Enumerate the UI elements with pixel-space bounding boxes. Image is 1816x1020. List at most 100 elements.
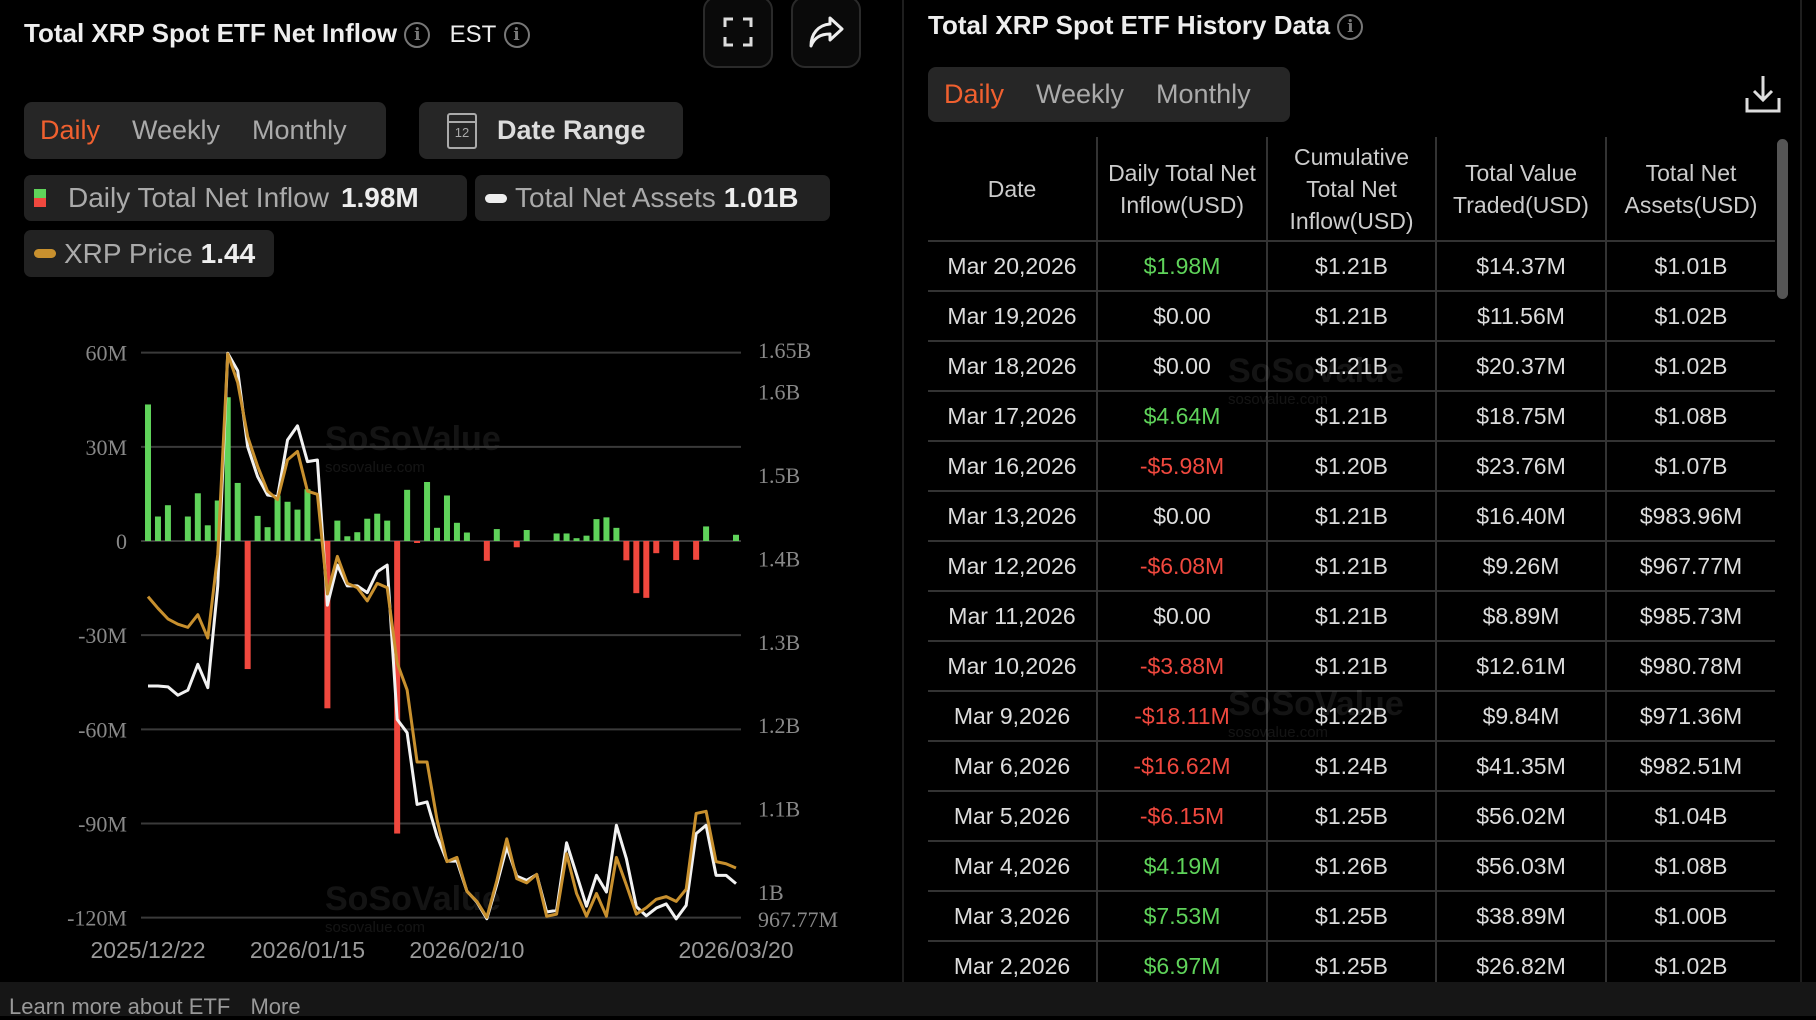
table-cell: Mar 11,2026 bbox=[928, 591, 1098, 642]
inflow-bar bbox=[244, 541, 251, 670]
column-header: Date bbox=[928, 137, 1098, 242]
table-cell: Mar 12,2026 bbox=[928, 541, 1098, 592]
table-cell: -$16.62M bbox=[1097, 741, 1268, 792]
inflow-bar bbox=[344, 536, 351, 541]
table-row[interactable]: Mar 5,2026 -$6.15M $1.25B $56.02M $1.04B bbox=[928, 791, 1775, 842]
table-row[interactable]: Mar 13,2026 $0.00 $1.21B $16.40M $983.96M bbox=[928, 491, 1775, 542]
table-row[interactable]: Mar 3,2026 $7.53M $1.25B $38.89M $1.00B bbox=[928, 891, 1775, 942]
inflow-bar bbox=[254, 515, 261, 541]
table-row[interactable]: Mar 10,2026 -$3.88M $1.21B $12.61M $980.78M bbox=[928, 641, 1775, 692]
legend-daily-net-inflow[interactable]: Daily Total Net Inflow 1.98M bbox=[24, 175, 467, 221]
left-axis-tick: 60M bbox=[85, 341, 127, 366]
table-cell: $26.82M bbox=[1436, 941, 1607, 982]
x-axis-tick: 2026/02/10 bbox=[409, 937, 524, 963]
table-cell: $1.21B bbox=[1267, 341, 1437, 392]
column-header: Daily Total Net Inflow(USD) bbox=[1097, 137, 1268, 242]
table-row[interactable]: Mar 19,2026 $0.00 $1.21B $11.56M $1.02B bbox=[928, 291, 1775, 342]
tab-weekly[interactable]: Weekly bbox=[132, 115, 221, 145]
history-table: Date Daily Total Net Inflow(USD) Cumulativ… bbox=[928, 137, 1775, 982]
table-cell: $0.00 bbox=[1097, 491, 1268, 542]
table-cell: $983.96M bbox=[1606, 491, 1775, 542]
share-icon bbox=[809, 16, 844, 48]
table-row[interactable]: Mar 20,2026 $1.98M $1.21B $14.37M $1.01B bbox=[928, 241, 1775, 292]
learn-more-link[interactable]: Learn more about ETF bbox=[9, 994, 231, 1019]
right-axis-tick: 967.77M bbox=[758, 907, 838, 932]
right-axis-tick: 1.4B bbox=[758, 546, 800, 571]
inflow-bar bbox=[304, 489, 311, 541]
inflow-bar bbox=[364, 518, 371, 541]
table-row[interactable]: Mar 17,2026 $4.64M $1.21B $18.75M $1.08B bbox=[928, 391, 1775, 442]
table-cell: Mar 9,2026 bbox=[928, 691, 1098, 742]
history-interval-tabs: Daily Weekly Monthly bbox=[928, 67, 1290, 122]
inflow-bar bbox=[483, 541, 490, 561]
table-cell: $1.02B bbox=[1606, 291, 1775, 342]
column-header: Total Net Assets(USD) bbox=[1606, 137, 1775, 242]
tab-daily[interactable]: Daily bbox=[40, 115, 101, 145]
table-row[interactable]: Mar 6,2026 -$16.62M $1.24B $41.35M $982.51M bbox=[928, 741, 1775, 792]
tab-monthly[interactable]: Monthly bbox=[1156, 79, 1251, 109]
tab-monthly[interactable]: Monthly bbox=[252, 115, 347, 145]
table-row[interactable]: Mar 11,2026 $0.00 $1.21B $8.89M $985.73M bbox=[928, 591, 1775, 642]
download-button[interactable] bbox=[1744, 74, 1782, 119]
xrp-price-line bbox=[146, 352, 737, 919]
table-cell: $1.25B bbox=[1267, 941, 1437, 982]
table-row[interactable]: Mar 9,2026 -$18.11M $1.22B $9.84M $971.36M bbox=[928, 691, 1775, 742]
inflow-bar bbox=[274, 495, 281, 541]
x-axis-tick: 2025/12/22 bbox=[90, 937, 205, 963]
legend-total-net-assets[interactable]: Total Net Assets 1.01B bbox=[475, 175, 830, 221]
table-cell: Mar 13,2026 bbox=[928, 491, 1098, 542]
left-axis-tick: -120M bbox=[67, 906, 127, 931]
table-scrollbar[interactable] bbox=[1777, 139, 1788, 299]
table-row[interactable]: Mar 4,2026 $4.19M $1.26B $56.03M $1.08B bbox=[928, 841, 1775, 892]
table-row[interactable]: Mar 12,2026 -$6.08M $1.21B $9.26M $967.77M bbox=[928, 541, 1775, 592]
inflow-bar bbox=[404, 489, 411, 541]
table-cell: $1.98M bbox=[1097, 241, 1268, 292]
legend-xrp-price[interactable]: XRP Price 1.44 bbox=[24, 230, 274, 277]
inflow-bar bbox=[424, 481, 431, 541]
table-cell: $1.02B bbox=[1606, 341, 1775, 392]
inflow-bar bbox=[443, 495, 450, 541]
column-header: Cumulative Total Net Inflow(USD) bbox=[1267, 137, 1437, 242]
table-cell: -$6.15M bbox=[1097, 791, 1268, 842]
inflow-bar bbox=[463, 532, 470, 541]
inflow-bar bbox=[214, 500, 221, 541]
chart-title: Total XRP Spot ETF Net Inflow bbox=[24, 18, 398, 48]
table-row[interactable]: Mar 16,2026 -$5.98M $1.20B $23.76M $1.07B bbox=[928, 441, 1775, 492]
table-cell: $7.53M bbox=[1097, 891, 1268, 942]
table-cell: $1.25B bbox=[1267, 791, 1437, 842]
inflow-bar bbox=[354, 532, 361, 541]
table-row[interactable]: Mar 2,2026 $6.97M $1.25B $26.82M $1.02B bbox=[928, 941, 1775, 982]
table-cell: Mar 6,2026 bbox=[928, 741, 1098, 792]
share-button[interactable] bbox=[791, 0, 861, 68]
inflow-bar bbox=[284, 501, 291, 541]
info-icon[interactable]: i bbox=[1337, 14, 1364, 41]
table-cell: $9.26M bbox=[1436, 541, 1607, 592]
tab-weekly[interactable]: Weekly bbox=[1036, 79, 1125, 109]
table-cell: Mar 4,2026 bbox=[928, 841, 1098, 892]
table-cell: $11.56M bbox=[1436, 291, 1607, 342]
panel-edge bbox=[1800, 0, 1802, 982]
inflow-bar bbox=[234, 482, 241, 541]
inflow-swatch-icon bbox=[34, 189, 46, 207]
table-cell: $41.35M bbox=[1436, 741, 1607, 792]
tab-daily[interactable]: Daily bbox=[944, 79, 1005, 109]
price-swatch-icon bbox=[34, 249, 56, 258]
info-icon[interactable]: i bbox=[404, 22, 431, 49]
inflow-bar bbox=[523, 530, 530, 541]
right-axis-tick: 1.65B bbox=[758, 338, 811, 363]
fullscreen-button[interactable] bbox=[703, 0, 773, 68]
table-cell: $1.24B bbox=[1267, 741, 1437, 792]
table-cell: Mar 19,2026 bbox=[928, 291, 1098, 342]
inflow-bar bbox=[384, 520, 391, 541]
table-cell: $1.20B bbox=[1267, 441, 1437, 492]
table-cell: $9.84M bbox=[1436, 691, 1607, 742]
inflow-bar bbox=[453, 522, 460, 541]
more-link[interactable]: More bbox=[250, 994, 301, 1019]
table-cell: $0.00 bbox=[1097, 291, 1268, 342]
date-range-button[interactable]: 12 Date Range bbox=[419, 102, 683, 159]
inflow-bar bbox=[224, 397, 231, 541]
calendar-icon: 12 bbox=[447, 112, 477, 149]
table-row[interactable]: Mar 18,2026 $0.00 $1.21B $20.37M $1.02B bbox=[928, 341, 1775, 392]
timezone-info-icon[interactable]: i bbox=[503, 22, 530, 49]
inflow-bar bbox=[145, 404, 151, 541]
